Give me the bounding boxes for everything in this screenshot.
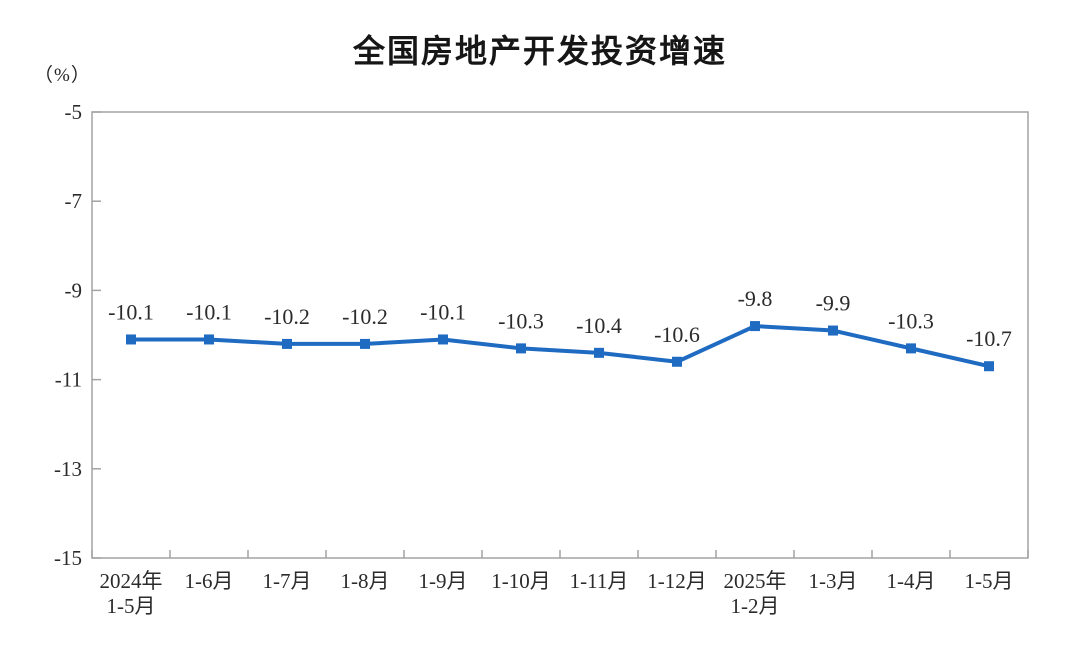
x-tick-label: 2024年 1-5月 <box>100 569 163 618</box>
x-tick-label: 2025年 1-2月 <box>724 569 787 618</box>
data-point-marker <box>594 347 604 358</box>
data-point-label: -10.3 <box>498 308 544 333</box>
y-tick-label: -7 <box>65 189 83 213</box>
y-axis-unit-label: （%） <box>34 65 91 86</box>
data-point-label: -10.2 <box>342 304 388 329</box>
x-tick-label: 1-8月 <box>341 569 390 593</box>
x-tick-label: 1-3月 <box>809 569 858 593</box>
x-tick-label: 1-12月 <box>647 569 707 593</box>
x-tick-label: 1-7月 <box>263 569 312 593</box>
data-point-marker <box>204 334 214 345</box>
data-point-label: -10.6 <box>654 322 700 347</box>
y-tick-label: -9 <box>65 278 83 302</box>
data-point-label: -10.2 <box>264 304 310 329</box>
data-line <box>129 324 991 369</box>
data-point-label: -9.8 <box>738 286 773 311</box>
x-tick-label: 1-10月 <box>491 569 551 593</box>
data-point-label: -10.4 <box>576 313 622 338</box>
chart-title: 全国房地产开发投资增速 <box>352 33 727 69</box>
x-tick-label: 1-6月 <box>185 569 234 593</box>
data-point-marker <box>906 343 916 354</box>
data-point-label: -10.7 <box>966 326 1012 351</box>
y-tick-label: -11 <box>55 368 82 392</box>
data-point-marker <box>750 321 760 332</box>
y-tick-label: -5 <box>65 100 83 124</box>
x-tick-label: 1-4月 <box>887 569 936 593</box>
data-point-label: -9.9 <box>816 291 851 316</box>
data-point-marker <box>360 338 370 349</box>
x-tick-label: 1-9月 <box>419 569 468 593</box>
y-tick-label: -15 <box>54 546 82 570</box>
data-point-marker <box>984 361 994 372</box>
data-point-marker <box>672 356 682 367</box>
y-tick-label: -13 <box>54 457 82 481</box>
data-point-marker <box>828 325 838 336</box>
x-tick-label: 1-11月 <box>570 569 629 593</box>
data-point-label: -10.1 <box>186 299 232 324</box>
data-point-marker <box>516 343 526 354</box>
data-point-label: -10.3 <box>888 308 934 333</box>
data-point-label: -10.1 <box>108 299 154 324</box>
data-point-marker <box>438 334 448 345</box>
data-point-label: -10.1 <box>420 299 466 324</box>
data-point-marker <box>282 338 292 349</box>
plot-border <box>91 111 1029 559</box>
x-tick-label: 1-5月 <box>965 569 1014 593</box>
data-point-marker <box>126 334 136 345</box>
